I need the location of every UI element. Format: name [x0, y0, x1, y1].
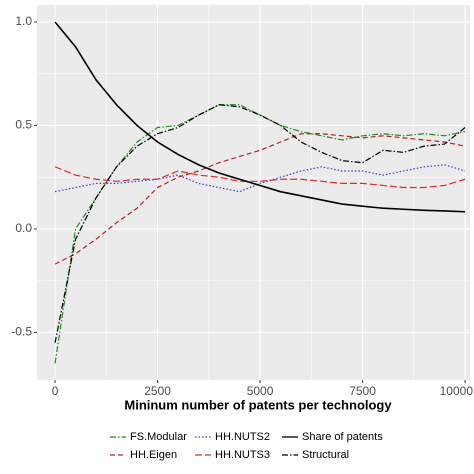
x-tick-label: 0 — [52, 384, 59, 398]
x-tick-label: 2500 — [144, 384, 171, 398]
x-tick-label: 7500 — [349, 384, 376, 398]
x-tick-label: 10000 — [440, 384, 474, 398]
legend-label: FS.Modular — [130, 431, 187, 443]
x-axis-label: Mininum number of patents per technology — [124, 397, 392, 412]
series-line — [54, 21, 466, 213]
series-line — [54, 166, 466, 189]
legend-label: HH.NUTS2 — [215, 431, 270, 443]
legend-label: HH.NUTS3 — [215, 449, 270, 461]
y-tick-label: 0.5 — [15, 118, 32, 132]
plot-background — [37, 5, 470, 380]
series-line — [54, 104, 466, 343]
series-line — [54, 104, 466, 364]
y-tick-label: 1.0 — [15, 14, 32, 28]
y-tick-label: 0.0 — [15, 221, 32, 235]
series-line — [54, 164, 466, 193]
legend-label: Share of patents — [302, 431, 383, 443]
legend-label: HH.Eigen — [130, 449, 177, 461]
x-tick-label: 5000 — [247, 384, 274, 398]
y-tick-label: -0.5 — [11, 325, 32, 339]
legend-label: Structural — [302, 449, 349, 461]
series-line — [54, 133, 466, 265]
